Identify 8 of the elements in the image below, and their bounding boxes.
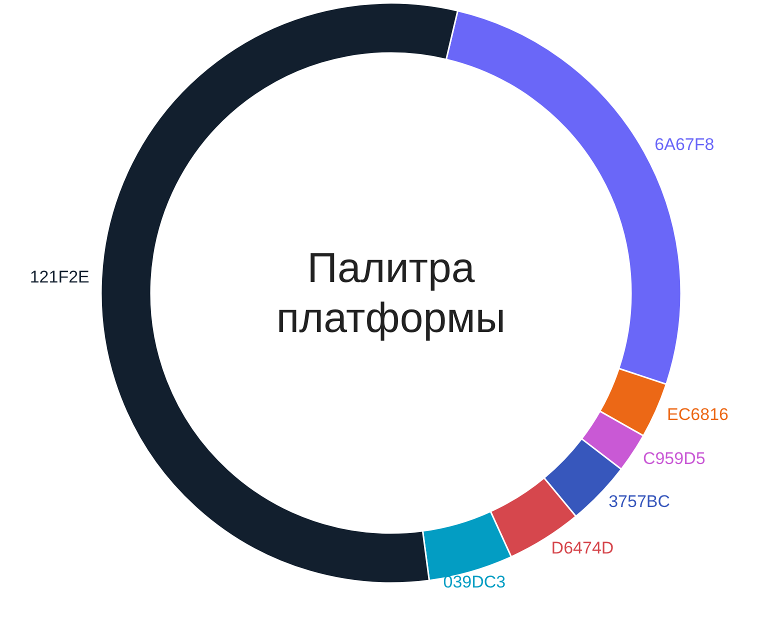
slice-label: D6474D	[551, 538, 614, 558]
slice-label: 6A67F8	[654, 135, 714, 154]
slice-label: 121F2E	[30, 267, 90, 286]
slice-label: 3757BC	[608, 492, 670, 511]
text: Палитра платформы	[276, 244, 506, 341]
slice-label: C959D5	[642, 448, 706, 468]
slice-label: 039DC3	[443, 572, 506, 592]
slice-label: EC6816	[667, 404, 728, 424]
